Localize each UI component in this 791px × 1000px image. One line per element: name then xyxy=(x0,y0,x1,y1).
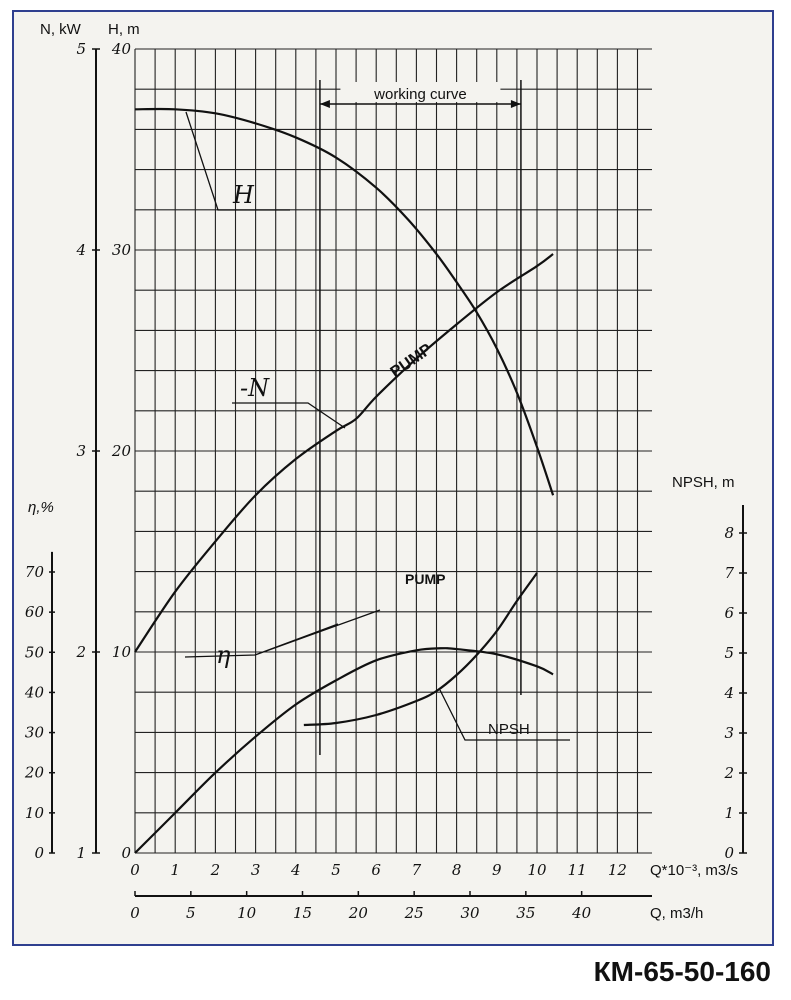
curve-eta xyxy=(134,647,554,854)
h-leader-line xyxy=(185,111,290,211)
eta-tick-label: 60 xyxy=(25,603,45,621)
n-pump-label: PUMP xyxy=(388,341,436,382)
eta-tick-label: 20 xyxy=(24,764,45,782)
eta-tick-label: 10 xyxy=(25,804,45,822)
n-tick-label: 5 xyxy=(76,40,86,58)
n-tick-label: 3 xyxy=(76,442,86,460)
chart-title: КМ-65-50-160 xyxy=(593,956,771,987)
curves xyxy=(134,107,555,854)
n-leader-line xyxy=(232,402,346,429)
working-range-arrow-right xyxy=(510,100,521,108)
eta-axis-title: η,% xyxy=(28,499,54,516)
eta-tick-label: 70 xyxy=(25,563,45,581)
x-tick-label: 2 xyxy=(210,861,221,879)
eta-curve-label: η xyxy=(216,641,231,669)
x-tick-label: 9 xyxy=(492,861,502,879)
working-range-label: working curve xyxy=(373,86,467,103)
x2-tick-label: 40 xyxy=(571,904,592,922)
x-tick-label: 10 xyxy=(527,861,547,879)
x-tick-label: 4 xyxy=(290,861,301,879)
annotations: working curve H -N PUMP η PUMP NPSH xyxy=(184,80,570,755)
x-tick-label: 8 xyxy=(452,861,462,879)
eta-tick-label: 0 xyxy=(34,844,44,862)
n-tick-label: 1 xyxy=(76,844,86,862)
h-tick-label: 10 xyxy=(112,643,132,661)
h-tick-label: 30 xyxy=(112,241,132,259)
npsh-tick-label: 0 xyxy=(724,844,734,862)
npsh-tick-label: 2 xyxy=(723,764,734,782)
x-tick-label: 7 xyxy=(412,861,422,879)
npsh-curve-label: NPSH xyxy=(488,721,530,738)
x2-tick-label: 0 xyxy=(130,904,140,922)
x2-axis-title: Q, m3/h xyxy=(650,905,703,922)
x2-tick-label: 30 xyxy=(460,904,480,922)
npsh-leader-line xyxy=(439,689,570,741)
npsh-tick-label: 5 xyxy=(724,644,734,662)
x2-tick-label: 20 xyxy=(348,904,369,922)
x2-tick-label: 5 xyxy=(186,904,196,922)
n-curve-label: -N xyxy=(240,374,270,402)
x2-tick-label: 10 xyxy=(237,904,257,922)
x-tick-label: 5 xyxy=(331,861,341,879)
eta-tick-label: 40 xyxy=(24,683,45,701)
curve-n xyxy=(134,253,554,653)
x-tick-label: 6 xyxy=(371,861,381,879)
h-tick-label: 0 xyxy=(121,844,131,862)
x-tick-label: 1 xyxy=(170,861,180,879)
x2-tick-label: 25 xyxy=(404,904,424,922)
x2-tick-label: 15 xyxy=(293,904,312,922)
h-curve-label: H xyxy=(232,181,255,209)
n-axis-title: N, kW xyxy=(40,21,82,38)
working-range-arrow-left xyxy=(319,100,330,108)
eta-leader-line xyxy=(184,609,381,658)
eta-tick-label: 30 xyxy=(25,724,45,742)
npsh-tick-label: 6 xyxy=(724,604,734,622)
n-tick-label: 4 xyxy=(75,241,86,259)
working-range-label-bg xyxy=(340,82,501,102)
npsh-tick-label: 8 xyxy=(724,524,734,542)
npsh-tick-label: 1 xyxy=(724,804,734,822)
x-tick-label: 11 xyxy=(568,861,587,879)
npsh-tick-label: 7 xyxy=(724,564,734,582)
npsh-tick-label: 4 xyxy=(723,684,734,702)
curve-h xyxy=(134,107,555,496)
chart-frame: 1 2 3 4 5 0 10 20 30 40 0 10 20 30 40 50 60 70 0 1 2 3 4 5 6 7 8 0 1… xyxy=(12,10,774,946)
eta-tick-label: 50 xyxy=(25,643,45,661)
curve-npsh xyxy=(303,572,538,727)
npsh-axis-title: NPSH, m xyxy=(672,474,735,491)
npsh-tick-label: 3 xyxy=(724,724,734,742)
h-tick-label: 20 xyxy=(111,442,132,460)
x2-tick-label: 35 xyxy=(516,904,535,922)
eta-pump-label: PUMP xyxy=(405,571,445,587)
x-tick-label: 12 xyxy=(608,861,627,879)
x-axis-title: Q*10⁻³, m3/s xyxy=(650,862,738,879)
x-tick-label: 0 xyxy=(130,861,140,879)
grid xyxy=(134,48,652,854)
x-tick-label: 3 xyxy=(251,861,261,879)
h-tick-label: 40 xyxy=(111,40,132,58)
n-tick-label: 2 xyxy=(75,643,86,661)
h-axis-title: H, m xyxy=(108,21,140,38)
